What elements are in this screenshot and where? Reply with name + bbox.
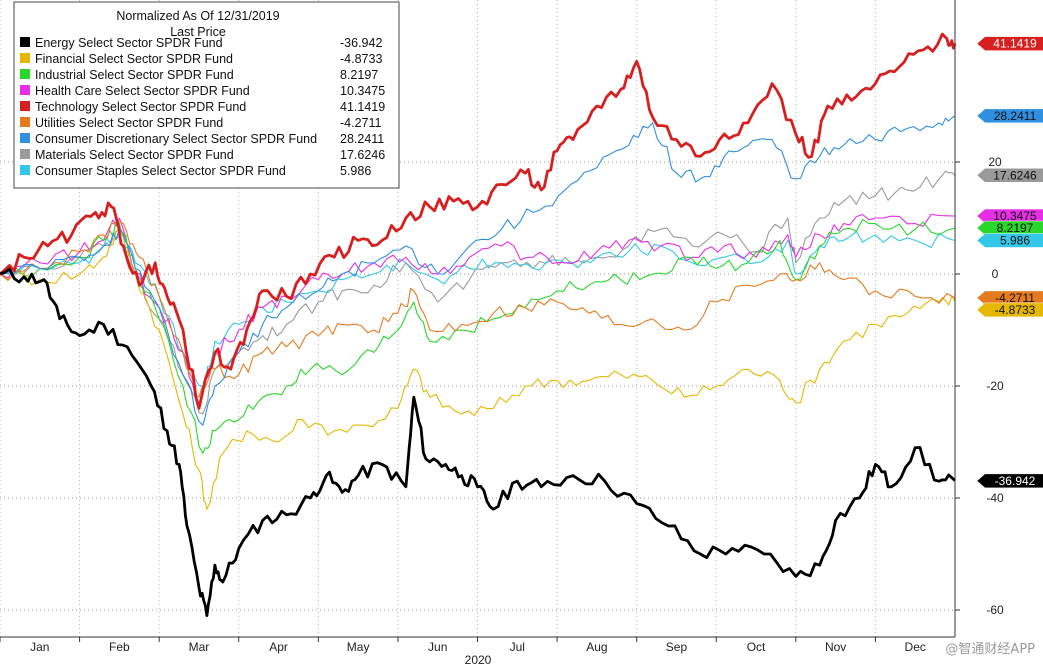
series-lines [0, 32, 957, 617]
y-tick-label: 20 [988, 155, 1002, 169]
y-tick-label: 0 [992, 267, 999, 281]
watermark: @智通财经APP [945, 642, 1035, 657]
series-line-6 [0, 221, 956, 398]
last-price-tag: 28.2411 [976, 108, 1043, 124]
series-line-8 [0, 170, 956, 415]
legend-swatch [20, 133, 30, 143]
x-tick-label: Feb [109, 640, 130, 654]
last-price-tag-label: 28.2411 [994, 109, 1037, 123]
series-line-5 [0, 32, 957, 410]
x-tick-label: Nov [825, 640, 846, 654]
series-line-2 [0, 228, 956, 510]
legend-label: Financial Select Sector SPDR Fund [35, 52, 233, 66]
legend-value: -4.8733 [340, 52, 382, 66]
last-price-tag-shape [976, 108, 1043, 124]
legend-label: Health Care Select Sector SPDR Fund [35, 84, 250, 98]
legend-value: -4.2711 [340, 116, 382, 130]
last-price-tag-label: 10.3475 [993, 209, 1037, 223]
legend-value: 28.2411 [340, 132, 384, 146]
last-price-tag-label: -36.942 [995, 474, 1036, 488]
legend-swatch [20, 37, 30, 47]
legend-label: Materials Select Sector SPDR Fund [35, 148, 234, 162]
legend-label: Energy Select Sector SPDR Fund [35, 36, 223, 50]
last-price-tag: 5.986 [976, 233, 1043, 248]
last-price-tag: 10.3475 [976, 208, 1043, 224]
x-tick-label: Dec [905, 640, 926, 654]
x-tick-label: May [347, 640, 370, 654]
last-price-tag: -4.2711 [976, 290, 1043, 306]
x-tick-label: Mar [189, 640, 210, 654]
axes: Jan Feb Mar Apr May Jun Jul Aug Sep Oct Nov Dec 20 0 -… [0, 0, 1004, 654]
last-price-tag-label: 41.1419 [993, 37, 1037, 51]
series-line-3 [0, 218, 956, 454]
legend-swatch [20, 85, 30, 95]
last-price-tag-label: -4.8733 [995, 303, 1036, 317]
x-tick-label: Jun [428, 640, 447, 654]
last-price-tag-shape [976, 302, 1043, 318]
x-tick-label: Oct [747, 640, 766, 654]
x-tick-label: Apr [269, 640, 288, 654]
legend-value: 17.6246 [340, 148, 385, 162]
legend-box [13, 1, 400, 189]
last-price-tag: 41.1419 [976, 36, 1043, 51]
legend-value: 10.3475 [340, 84, 385, 98]
legend-label: Technology Select Sector SPDR Fund [35, 100, 246, 114]
legend-swatch [20, 53, 30, 63]
last-price-tag-label: -4.2711 [995, 291, 1035, 305]
legend-label: Consumer Discretionary Select Sector SPD… [35, 132, 317, 146]
series-line-1 [0, 267, 956, 617]
legend-swatch [20, 101, 30, 111]
last-price-tag-shape [976, 208, 1043, 224]
last-price-tag-label: 8.2197 [997, 221, 1034, 235]
last-price-tag-shape [976, 220, 1043, 236]
last-price-tag: 17.6246 [976, 168, 1043, 183]
legend-swatch [20, 149, 30, 159]
last-price-tag-label: 17.6246 [993, 168, 1037, 182]
legend: Normalized As Of 12/31/2019 Last Price E… [13, 1, 400, 189]
last-price-tag-shape [976, 473, 1043, 489]
x-axis-year-label: 2020 [465, 653, 492, 667]
legend-label: Utilities Select Sector SPDR Fund [35, 116, 223, 130]
legend-title: Normalized As Of 12/31/2019 [116, 9, 279, 23]
series-line-7 [0, 115, 956, 426]
last-price-tag: -36.942 [976, 473, 1043, 489]
y-tick-label: -40 [986, 491, 1004, 505]
last-price-tag-shape [976, 36, 1043, 51]
legend-value: 5.986 [340, 164, 371, 178]
last-price-tag-shape [976, 168, 1043, 183]
legend-label: Industrial Select Sector SPDR Fund [35, 68, 234, 82]
last-price-tag-label: 5.986 [1000, 233, 1030, 247]
y-tick-label: -60 [986, 603, 1004, 617]
x-tick-label: Aug [586, 640, 607, 654]
last-price-tag-shape [976, 290, 1043, 306]
legend-value: 8.2197 [340, 68, 378, 82]
last-price-tag: -4.8733 [976, 302, 1043, 318]
legend-swatch [20, 69, 30, 79]
legend-subtitle: Last Price [170, 25, 226, 39]
y-tick-label: -20 [986, 379, 1004, 393]
last-price-tag-shape [976, 233, 1043, 248]
legend-value: -36.942 [340, 36, 382, 50]
last-price-tag: 8.2197 [976, 220, 1043, 236]
legend-label: Consumer Staples Select Sector SPDR Fund [35, 164, 286, 178]
x-tick-label: Jul [510, 640, 525, 654]
legend-swatch [20, 165, 30, 175]
x-tick-label: Sep [666, 640, 688, 654]
legend-swatch [20, 117, 30, 127]
x-tick-label: Jan [30, 640, 49, 654]
legend-value: 41.1419 [340, 100, 385, 114]
